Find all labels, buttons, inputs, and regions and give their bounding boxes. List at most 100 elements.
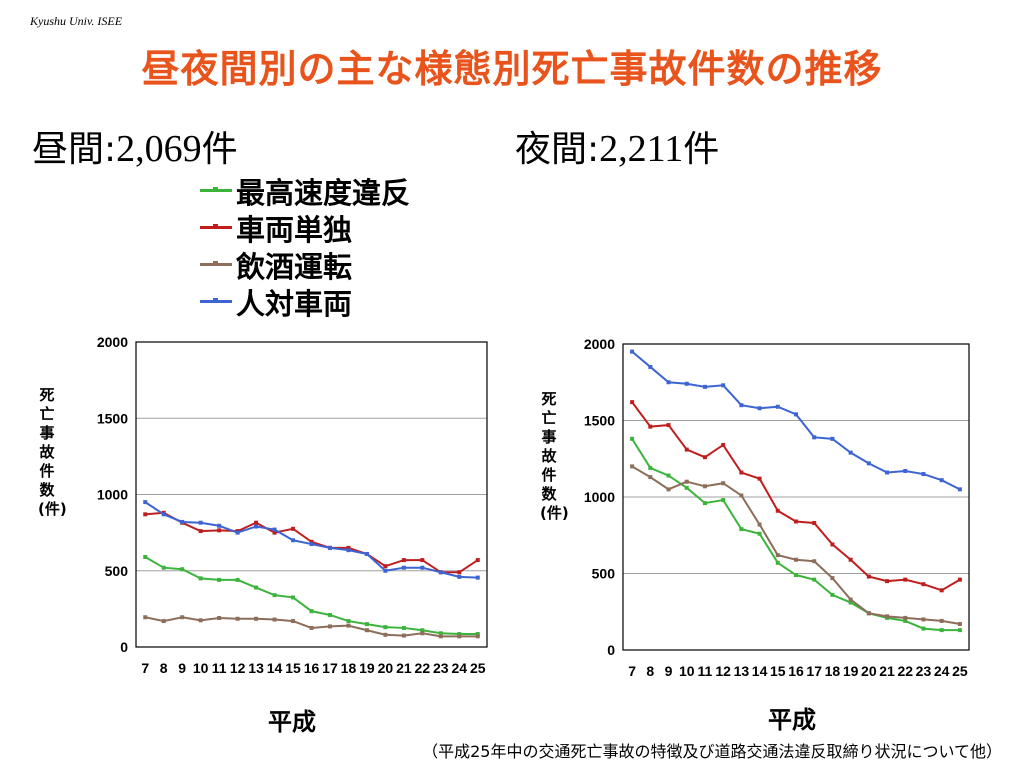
night-chart-series-1-point [794,519,798,524]
day-total-separator: : [104,129,117,170]
day-chart-series-0-point [254,585,259,590]
night-chart-series-2-point [775,553,780,558]
night-chart-series-0-point [794,573,798,578]
night-chart-series-2-point [921,617,926,622]
night-chart-series-3-point [648,364,653,369]
night-chart-series-3-point [830,436,835,441]
day-chart-xtick-label: 20 [378,660,394,676]
day-chart-series-2-point [198,618,203,623]
day-chart-ytick-label: 500 [105,563,129,579]
day-chart-series-3-point [457,574,462,579]
day-chart-series-2-point [143,615,148,620]
day-chart-series-0-point [383,625,388,630]
day-chart-series-3-point [420,565,425,570]
day-chart: 0 500 1000 1500 2000 7 8 9 10 11 12 13 14 15 16 17 18 19 2… [60,330,510,685]
night-chart-series-3-point [702,384,707,389]
night-chart-series-0-point [666,473,671,478]
night-chart-series-0-point [775,560,780,565]
night-chart-series-3-point [848,450,853,455]
day-chart-series-0-point [401,625,406,630]
legend-swatch-pedestrian [200,298,232,303]
night-chart-series-0-point [848,600,853,605]
night-chart-series-2-point [721,481,726,486]
night-chart-series-1-point [830,542,835,547]
day-chart-xtick-label: 22 [415,660,431,676]
day-chart-series-2-point [420,631,425,636]
night-chart-series-0-point [739,527,744,532]
day-chart-series-2-point [309,625,314,630]
chart-legend: 最高速度違反 車両単独 飲酒運転 人対車両 [200,172,410,321]
night-chart-series-1-point [684,447,689,452]
night-chart-xtick-label: 14 [752,663,768,679]
day-total-label: 昼間 [32,129,105,170]
night-chart-xtick-label: 24 [934,663,950,679]
night-chart-series-0-point [957,628,962,633]
footnote: （平成25年中の交通死亡事故の特徴及び道路交通法違反取締り状況について他） [422,742,1002,761]
night-chart-xtick-label: 19 [843,663,859,679]
day-chart-series-3-point [235,530,240,535]
night-chart-series-2-point [630,464,635,469]
day-chart-series-2-point [383,632,388,637]
legend-item-drunk-driving: 飲酒運転 [200,246,410,284]
day-chart-xtick-label: 8 [160,660,168,676]
day-chart-series-0-point [180,567,185,572]
night-chart-series-2-point [885,614,890,619]
day-chart-series-0-point [291,595,296,600]
night-chart-ylabel: 死亡事故件数(件) [540,390,569,522]
day-chart-series-2-point [364,628,369,633]
day-chart-series-0-point [143,555,148,560]
night-chart-series-1-point [666,423,671,428]
night-chart-xtick-label: 18 [825,663,841,679]
day-chart-series-0-point [161,565,166,570]
night-chart-series-1-point [702,455,707,460]
night-chart-series-3-point [630,349,635,354]
day-chart-xtick-label: 10 [193,660,209,676]
night-chart-series-0-point [630,436,635,441]
night-chart-series-2-point [666,487,671,492]
night-chart-series-2-point [939,618,944,623]
night-chart-series-3-point [939,478,944,483]
night-chart-series-2-point [830,576,835,581]
night-chart-series-0-point [648,465,653,470]
night-chart-series-0-point [921,626,926,631]
day-chart-series-1-point [217,528,222,533]
night-chart-series-line-0 [631,438,960,632]
day-chart-xtick-label: 12 [230,660,246,676]
night-chart-series-3-point [921,472,926,477]
day-chart-xlabel: 平成 [268,708,316,736]
day-chart-xtick-label: 7 [141,660,149,676]
night-chart-xtick-label: 23 [916,663,932,679]
night-chart-xtick-label: 21 [879,663,895,679]
night-chart-series-0-point [721,498,726,503]
night-chart-series-0-point [757,531,762,536]
night-chart-xlabel: 平成 [768,706,816,734]
night-chart-series-line-2 [631,465,961,625]
night-chart: 0 500 1000 1500 2000 7 8 9 10 11 12 13 14 15 16 17 18 19 2… [560,335,990,690]
night-chart-series-0-point [684,485,689,490]
day-chart-series-1-point [401,558,406,563]
night-chart-series-3-point [866,461,871,466]
legend-item-pedestrian: 人対車両 [200,283,410,321]
night-chart-series-3-point [885,470,890,475]
night-chart-series-2-point [739,493,744,498]
day-chart-series-1-point [457,570,462,575]
night-chart-xtick-label: 13 [734,663,750,679]
legend-swatch-single-vehicle [200,224,232,229]
day-chart-series-3-point [198,520,203,525]
day-chart-xtick-label: 13 [248,660,264,676]
night-total: 夜間:2,211件 [515,120,719,172]
night-chart-series-1-point [885,579,890,584]
night-chart-series-3-point [903,468,908,473]
day-chart-series-2-point [346,623,351,628]
night-chart-series-1-point [739,470,744,475]
night-chart-ytick-label: 1500 [584,413,615,429]
night-chart-plot-frame [622,343,970,651]
day-chart-series-1-point [346,545,351,550]
day-chart-series-0-point [198,576,203,581]
night-chart-series-1-point [648,424,653,429]
night-chart-series-2-point [812,559,817,564]
day-chart-series-0-point [272,593,277,598]
day-chart-series-3-point [438,570,443,575]
